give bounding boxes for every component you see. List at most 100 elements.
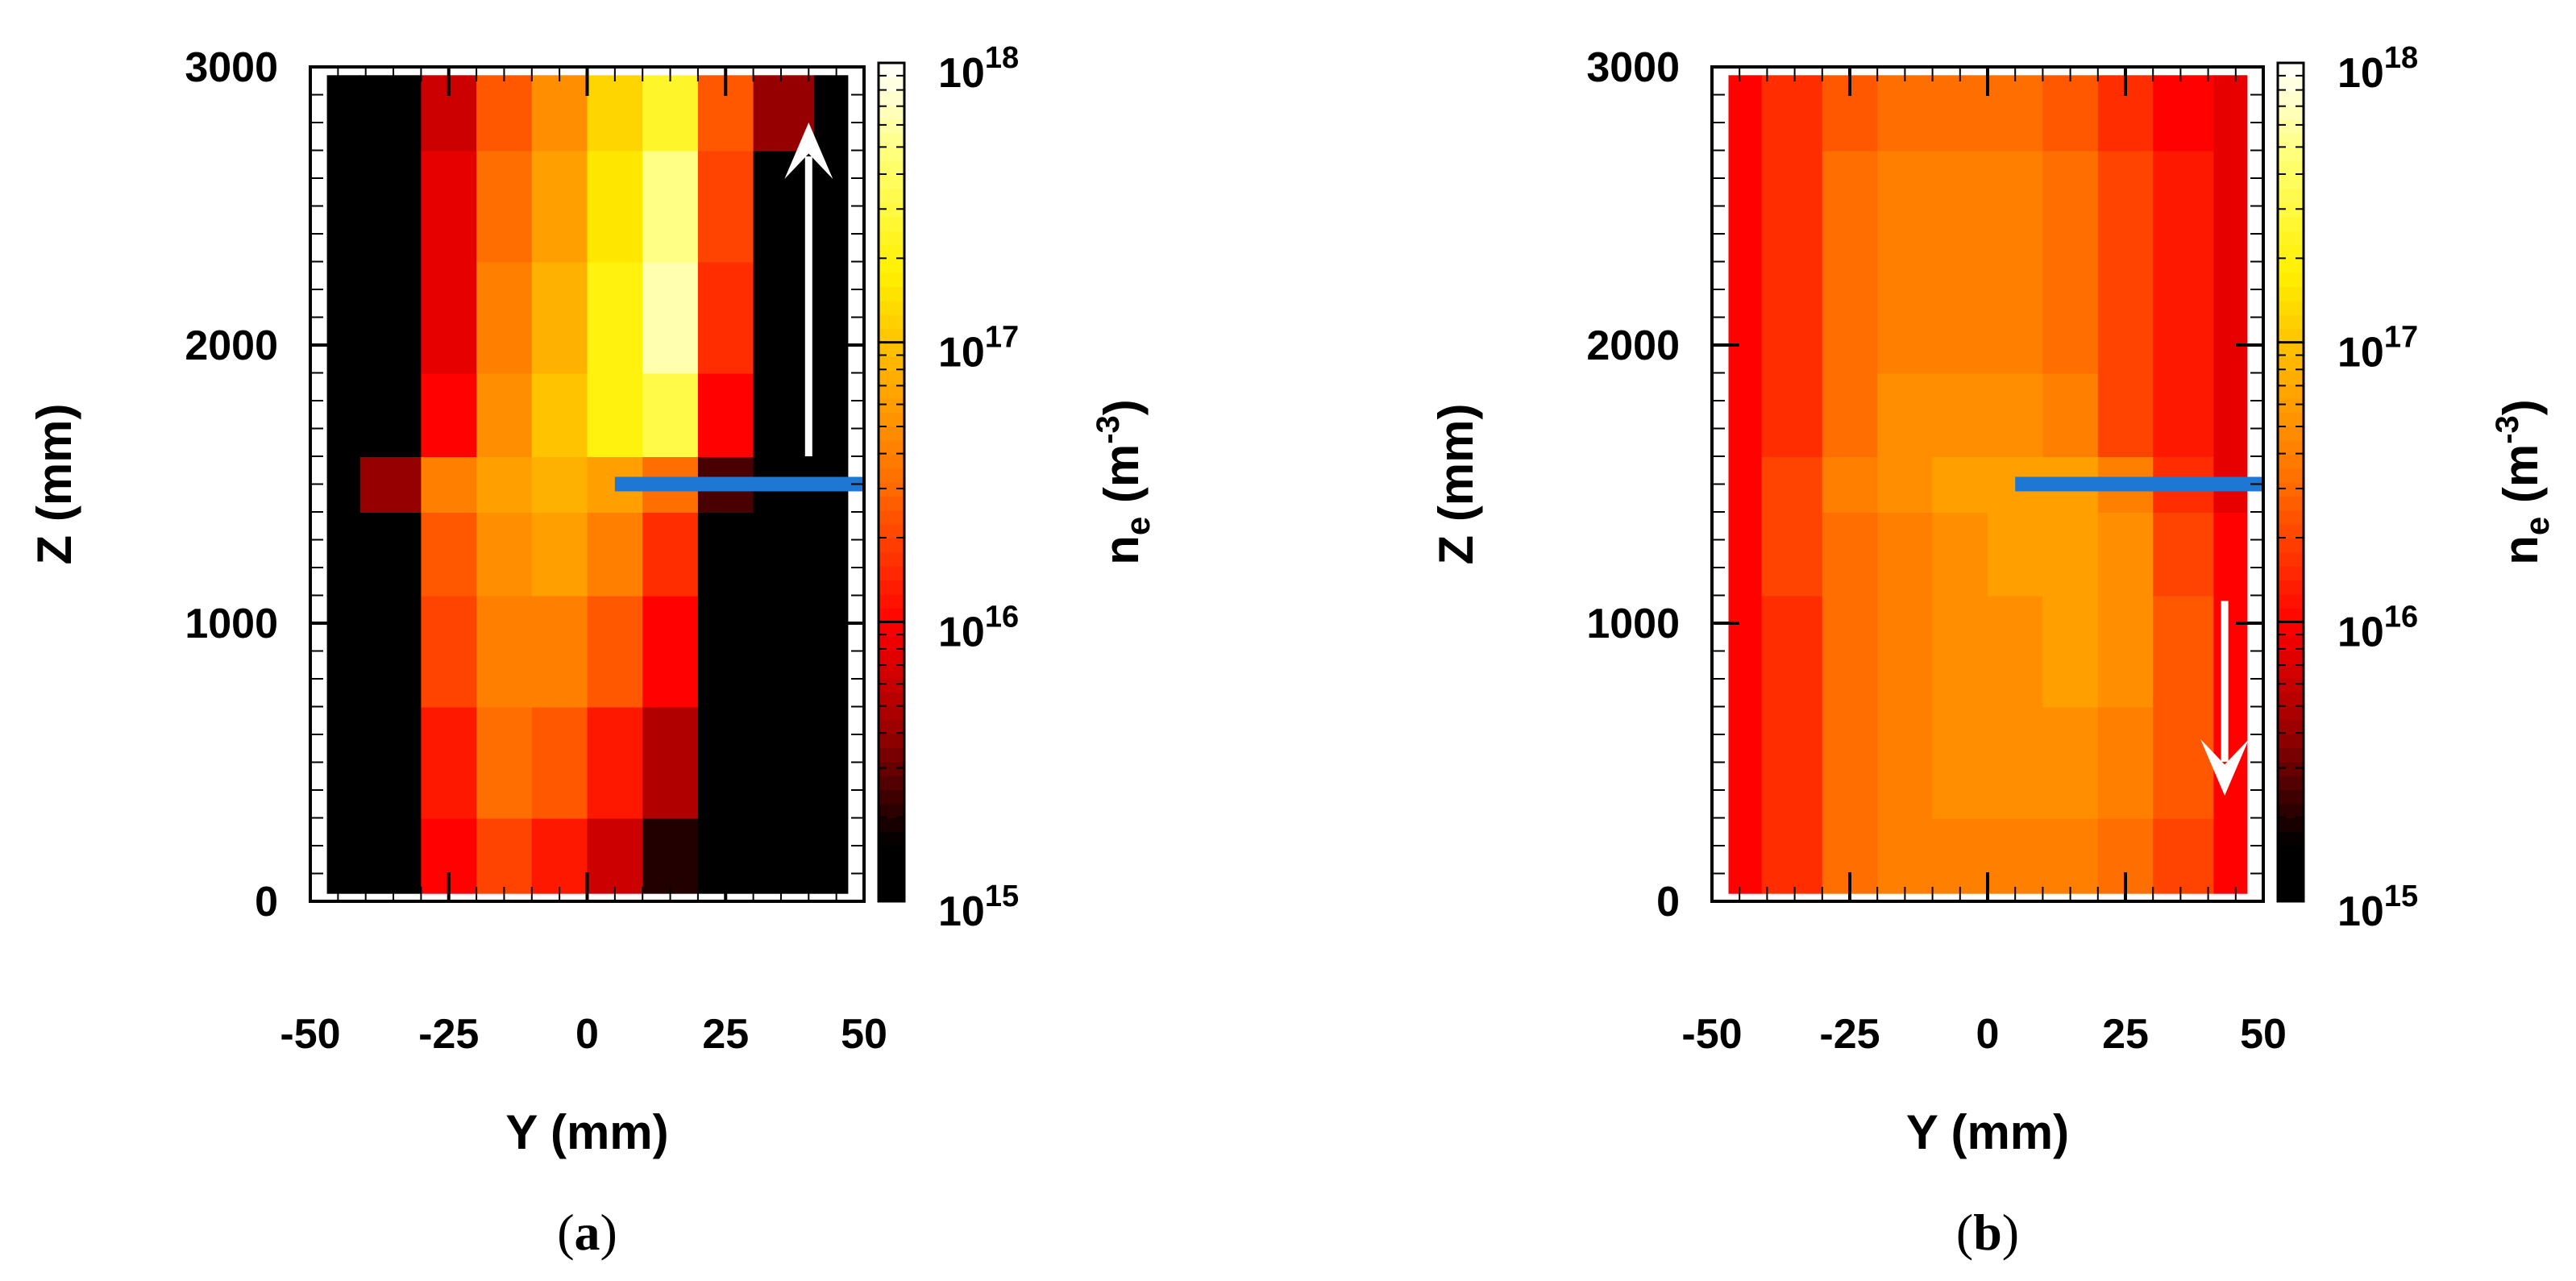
colorbar-segment: [879, 719, 904, 734]
heatmap-cell: [642, 595, 699, 708]
heatmap-cell: [1877, 595, 1934, 708]
heatmap-cell: [1988, 817, 2044, 894]
colorbar-segment: [879, 705, 904, 721]
heatmap-cell: [326, 512, 361, 597]
colorbar-segment: [879, 412, 904, 427]
colorbar-segment: [2278, 608, 2304, 623]
panel-caption: (b): [1956, 1204, 2019, 1261]
heatmap-cell: [2153, 817, 2215, 894]
colorbar-segment: [2278, 286, 2304, 302]
colorbar-segment: [879, 803, 904, 818]
colorbar-segment: [2278, 426, 2304, 441]
colorbar-segment: [2278, 482, 2304, 497]
heatmap-cell: [326, 456, 361, 513]
colorbar-segment: [879, 734, 904, 749]
heatmap-cell: [359, 261, 422, 374]
x-tick-label: -50: [1681, 1011, 1742, 1058]
heatmap-cell: [326, 595, 361, 708]
heatmap-cell: [531, 595, 588, 708]
heatmap-cell: [2153, 512, 2215, 597]
caption-paren: ): [600, 1204, 617, 1261]
heatmap-cell: [326, 150, 361, 263]
colorbar-segment: [2278, 77, 2304, 92]
heatmap-cell: [2213, 261, 2248, 374]
heatmap-cell: [359, 372, 422, 457]
colorbar-segment: [879, 831, 904, 846]
heatmap-cell: [2213, 75, 2248, 152]
colorbar-segment: [879, 63, 904, 78]
heatmap-cell: [642, 261, 699, 374]
colorbar-segment: [2278, 328, 2304, 343]
colorbar-segment: [879, 272, 904, 288]
colorbar-segment: [2278, 677, 2304, 692]
heatmap-cell: [814, 706, 849, 819]
colorbar-label: ne (m-3): [2490, 399, 2556, 565]
colorbar-segment: [879, 244, 904, 260]
panel-a: -50 -25 0 25 50 0 1000 2000 3000 Y (mm) Z (mm) 1015…: [27, 41, 1157, 1261]
heatmap-cell: [1728, 706, 1763, 819]
heatmap-cell: [1932, 817, 1988, 894]
heatmap-cell: [1877, 372, 1934, 457]
heatmap-cell: [359, 456, 422, 513]
heatmap-cell: [421, 512, 478, 597]
colorbar-segment: [2278, 719, 2304, 734]
colorbar-segment: [2278, 90, 2304, 106]
colorbar-segment: [879, 300, 904, 315]
heatmap-cell: [1822, 512, 1879, 597]
heatmap-cell: [642, 817, 699, 894]
heatmap-cell: [1988, 706, 2044, 819]
colorbar-segment: [2278, 776, 2304, 791]
heatmap-cell: [697, 706, 754, 819]
colorbar-segment: [879, 398, 904, 414]
heatmap-cell: [587, 261, 644, 374]
heatmap-cell: [2213, 512, 2248, 597]
colorbar-tick-label: 1015: [938, 880, 1019, 935]
colorbar-segment: [2278, 189, 2304, 204]
colorbar-segment: [2278, 761, 2304, 776]
heatmap-cell: [421, 595, 478, 708]
colorbar-segment: [2278, 551, 2304, 567]
colorbar-segment: [879, 328, 904, 343]
heatmap-cell: [1728, 817, 1763, 894]
colorbar-segment: [2278, 859, 2304, 875]
colorbar-segment: [879, 160, 904, 176]
heatmap-cell: [1728, 372, 1763, 457]
heatmap-cell: [642, 706, 699, 819]
colorbar-segment: [2278, 468, 2304, 483]
colorbar-segment: [2278, 398, 2304, 414]
heatmap-cell: [814, 75, 849, 152]
colorbar-segment: [879, 817, 904, 833]
heatmap-cell: [2153, 595, 2215, 708]
heatmap-cell: [642, 150, 699, 263]
colorbar-segment: [2278, 356, 2304, 372]
colorbar-segment: [879, 635, 904, 651]
colorbar-segment: [879, 258, 904, 273]
colorbar-segment: [2278, 231, 2304, 246]
heatmap-cell: [476, 595, 533, 708]
x-tick-label: -25: [418, 1011, 479, 1058]
heatmap-cell: [531, 372, 588, 457]
heatmap-cell: [531, 512, 588, 597]
heatmap-cell: [2213, 150, 2248, 263]
colorbar-segment: [879, 174, 904, 189]
heatmap-cell: [2153, 706, 2215, 819]
x-axis-label: Y (mm): [505, 1105, 668, 1159]
colorbar-tick-label: 1017: [938, 321, 1019, 376]
caption-paren: ): [2002, 1204, 2019, 1261]
colorbar-segment: [2278, 622, 2304, 637]
heatmap-cell: [531, 706, 588, 819]
heatmap-cell: [697, 150, 754, 263]
colorbar-tick-label: 1016: [938, 600, 1019, 655]
heatmap-cell: [359, 817, 422, 894]
colorbar-segment: [2278, 538, 2304, 553]
colorbar-segment: [2278, 663, 2304, 679]
x-tick-label: 25: [2102, 1011, 2149, 1058]
heatmap-cell: [476, 150, 533, 263]
heatmap-cell: [1932, 706, 1988, 819]
colorbar-segment: [879, 105, 904, 120]
heatmap-cell: [1932, 456, 1988, 513]
colorbar-segment: [879, 845, 904, 860]
colorbar-tick-label: 1018: [2337, 41, 2418, 97]
heatmap-cell: [476, 817, 533, 894]
